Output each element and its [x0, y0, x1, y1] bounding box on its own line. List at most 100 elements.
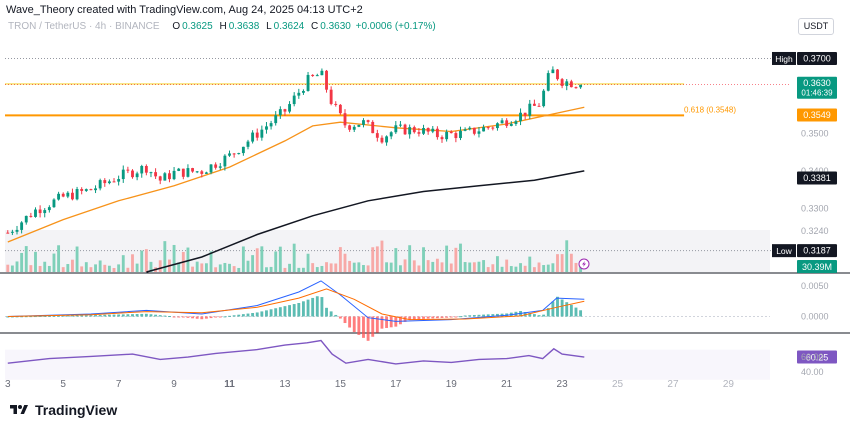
candle-body: [542, 90, 546, 107]
price-tag-value: 0.3187: [803, 246, 831, 256]
macd-histogram-bar: [343, 316, 347, 324]
rsi-tag-value: 60.25: [806, 352, 829, 362]
macd-histogram-bar: [278, 307, 282, 317]
macd-histogram-bar: [472, 315, 476, 317]
volume-bar: [343, 253, 347, 272]
volume-bar: [126, 267, 130, 272]
high-value: 0.3638: [228, 21, 260, 32]
macd-histogram-bar: [542, 314, 546, 317]
candle-body: [34, 209, 37, 217]
volume-bar: [195, 261, 199, 272]
macd-histogram-bar: [491, 314, 495, 317]
macd-histogram-bar: [186, 316, 190, 318]
volume-bar: [348, 260, 352, 272]
volume-bar: [6, 264, 10, 272]
macd-histogram-bar: [274, 308, 278, 317]
macd-histogram-bar: [98, 314, 102, 317]
macd-histogram-bar: [338, 316, 342, 319]
macd-histogram-bar: [149, 314, 153, 317]
candle-body: [260, 129, 264, 138]
volume-bar: [223, 262, 227, 272]
candle-body: [472, 127, 476, 134]
macd-histogram-bar: [158, 315, 162, 317]
candle-body: [43, 210, 47, 214]
x-tick-label: 17: [390, 379, 402, 390]
candle-body: [163, 173, 167, 181]
macd-histogram-bar: [348, 316, 352, 328]
volume-bar: [477, 261, 481, 272]
volume-bar: [449, 263, 453, 272]
macd-histogram-bar: [228, 315, 231, 317]
lightning-icon-bolt: [582, 261, 586, 267]
price-tag-value: 0.3381: [803, 173, 831, 183]
macd-histogram-bar: [84, 315, 88, 317]
macd-histogram-bar: [255, 312, 259, 317]
macd-histogram-bar: [218, 316, 222, 318]
macd-histogram-bar: [496, 313, 499, 317]
candle-body: [94, 188, 97, 191]
macd-histogram-bar: [34, 316, 37, 318]
ohlc-legend: TRON / TetherUS · 4h · BINANCE O 0.3625 H…: [8, 21, 436, 32]
candle-body: [556, 69, 559, 80]
macd-histogram-bar: [117, 314, 121, 317]
volume-bar: [514, 266, 518, 272]
volume-bar: [537, 262, 541, 272]
candle-body: [6, 232, 10, 234]
macd-histogram-bar: [6, 316, 10, 318]
price-tag-key-bg: [772, 244, 796, 258]
macd-histogram-bar: [408, 316, 412, 320]
candle-body: [20, 222, 24, 230]
macd-histogram-bar: [246, 313, 250, 317]
macd-histogram-bar: [80, 315, 84, 317]
volume-bar: [103, 264, 107, 272]
volume-bar: [311, 263, 315, 272]
signal-line: [7, 288, 585, 321]
candle-body: [482, 127, 486, 132]
volume-bar: [191, 266, 194, 272]
macd-histogram-bar: [181, 316, 185, 318]
macd-histogram-bar: [71, 315, 74, 317]
macd-histogram-bar: [459, 316, 462, 318]
candle-body: [306, 74, 310, 91]
macd-histogram-bar: [569, 304, 573, 317]
macd-histogram-bar: [283, 306, 287, 317]
macd-histogram-bar: [47, 315, 51, 317]
price-tag-bg: [797, 51, 837, 65]
price-tag-value: 0.3549: [803, 110, 831, 120]
volume-bar: [204, 263, 208, 272]
x-tick-label: 3: [5, 379, 11, 390]
volume-bar: [20, 252, 24, 272]
volume-bar: [34, 251, 37, 272]
volume-bar: [357, 262, 361, 272]
volume-bar: [172, 244, 176, 272]
rsi-line: [7, 339, 585, 365]
macd-histogram-bar: [140, 313, 144, 317]
candle-body: [380, 137, 384, 143]
candle-body: [454, 133, 458, 139]
candle-body: [57, 193, 61, 200]
x-tick-label: 27: [667, 379, 679, 390]
currency-selector[interactable]: USDT: [798, 18, 834, 35]
macd-histogram-bar: [449, 316, 453, 318]
symbol-label[interactable]: TRON / TetherUS · 4h · BINANCE: [8, 21, 160, 32]
macd-histogram-bar: [574, 307, 578, 317]
candle-body: [445, 131, 449, 140]
candle-body: [399, 124, 402, 126]
candle-body: [131, 170, 134, 178]
x-tick-label: 7: [116, 379, 122, 390]
volume-bar: [565, 240, 569, 272]
volume-bar: [241, 246, 245, 272]
price-tag-value: 0.3700: [803, 53, 831, 63]
volume-bar: [468, 262, 472, 272]
volume-bar: [274, 251, 278, 272]
macd-histogram-bar: [168, 316, 171, 318]
macd-histogram-bar: [144, 313, 148, 317]
brand-name: TradingView: [35, 402, 118, 418]
candle-body: [366, 120, 370, 122]
candle-body: [195, 171, 199, 173]
candle-body: [232, 153, 236, 155]
candle-body: [385, 136, 389, 143]
x-tick-label: 11: [224, 379, 235, 390]
volume-bar: [29, 265, 33, 272]
